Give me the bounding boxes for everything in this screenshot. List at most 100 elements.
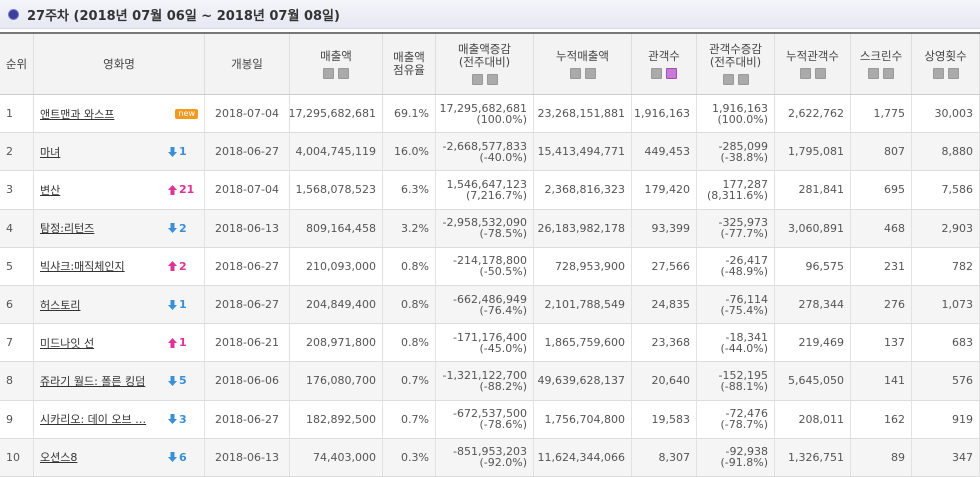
cell-shows: 576	[912, 362, 980, 400]
cell-audi: 19,583	[632, 400, 697, 438]
arrow-icon	[168, 452, 177, 463]
header-cell: 영화명	[34, 34, 205, 94]
title-bar: 27주차 (2018년 07월 06일 ~ 2018년 07월 08일)	[0, 0, 980, 29]
header-cell: 누적매출액	[534, 34, 632, 94]
sort-asc[interactable]	[799, 67, 811, 79]
sort-asc[interactable]	[471, 74, 483, 85]
cell-screens: 137	[851, 324, 912, 362]
cell-text: 204,849,400	[306, 298, 376, 312]
cell-rank: 9	[0, 400, 34, 438]
arrow-icon	[168, 299, 177, 310]
sort-buttons	[323, 67, 349, 79]
cell-title: 허스토리 1	[34, 285, 205, 324]
cell-text: 807	[884, 145, 905, 159]
cell-rank: 8	[0, 362, 34, 400]
movie-link[interactable]: 쥬라기 월드: 폴른 킹덤	[40, 374, 146, 388]
cell-title: 쥬라기 월드: 폴른 킹덤 5	[34, 362, 205, 400]
header-cell: 관객수증감 (전주대비)	[697, 34, 775, 94]
cell-sales: 182,892,500	[290, 400, 383, 438]
change-line: (-76.4%)	[479, 303, 528, 317]
cell-screens: 231	[851, 247, 912, 285]
cell-audi: 27,566	[632, 247, 697, 285]
sort-asc[interactable]	[868, 67, 879, 79]
rank-change-value: 5	[179, 374, 187, 388]
cell-audi-acc: 5,645,050	[775, 362, 851, 400]
movie-link[interactable]: 앤트맨과 와스프	[40, 107, 115, 121]
movie-link[interactable]: 미드나잇 선	[40, 336, 95, 350]
cell-text: 2,903	[941, 221, 974, 235]
rank-change-value: 1	[179, 298, 187, 312]
header-text: (전주대비)	[458, 55, 511, 69]
cell-text: 49,639,628,137	[537, 374, 625, 388]
change-line: (-38.8%)	[720, 150, 769, 164]
cell-rank: 1	[0, 95, 34, 133]
cell-text: 10	[6, 450, 20, 464]
cell-audi: 449,453	[632, 133, 697, 171]
cell-text: 3,060,891	[788, 221, 844, 235]
movie-link[interactable]: 탐정:리턴즈	[40, 222, 95, 236]
sort-desc[interactable]	[947, 67, 959, 79]
movie-link[interactable]: 시카리오: 데이 오브 …	[40, 413, 147, 427]
cell-text: 69.1%	[394, 107, 429, 121]
cell-open: 2018-06-27	[205, 133, 290, 171]
rank-change-value: 2	[179, 259, 187, 273]
cell-sales-change: -2,668,577,833 (-40.0%)	[436, 133, 534, 171]
sort-buttons	[722, 74, 749, 85]
rank-change: 3	[168, 413, 198, 426]
cell-text: 19,583	[651, 412, 691, 426]
cell-sales-acc: 26,183,982,178	[534, 209, 632, 247]
cell-shows: 1,073	[912, 285, 980, 324]
cell-text: 683	[952, 336, 973, 350]
cell-rank: 2	[0, 133, 34, 171]
sort-desc[interactable]	[584, 67, 596, 79]
cell-text: 2018-06-27	[215, 298, 279, 312]
cell-text: 2,101,788,549	[544, 298, 625, 312]
cell-audi-change: -26,417 (-48.9%)	[697, 247, 775, 285]
sort-desc[interactable]	[737, 74, 749, 85]
movie-link[interactable]: 마녀	[40, 145, 61, 159]
table-row: 10 오션스8 6 2018-06-13 74,403,000 0.3% -851,953,…	[0, 438, 980, 477]
sort-desc[interactable]	[814, 67, 826, 79]
cell-sales-acc: 2,368,816,323	[534, 171, 632, 209]
change-line: 177,287	[722, 177, 769, 191]
sort-asc[interactable]	[323, 67, 334, 79]
cell-text: 8,880	[941, 145, 974, 159]
cell-rank: 4	[0, 209, 34, 247]
cell-share: 0.7%	[383, 400, 436, 438]
sort-desc[interactable]	[486, 74, 498, 85]
movie-link[interactable]: 빅샤크:매직체인지	[40, 260, 125, 274]
arrow-icon	[168, 375, 177, 386]
sort-desc[interactable]	[666, 67, 677, 79]
arrow-icon	[168, 146, 177, 157]
sort-asc[interactable]	[722, 74, 734, 85]
cell-audi-change: -285,099 (-38.8%)	[697, 133, 775, 171]
cell-sales: 809,164,458	[290, 209, 383, 247]
cell-title: 마녀 1	[34, 133, 205, 171]
cell-screens: 807	[851, 133, 912, 171]
cell-sales: 74,403,000	[290, 438, 383, 476]
movie-link[interactable]: 허스토리	[40, 298, 81, 312]
change-line: (-88.2%)	[479, 379, 528, 393]
cell-rank: 10	[0, 438, 34, 476]
movie-link[interactable]: 변산	[40, 183, 61, 197]
movie-link[interactable]: 오션스8	[40, 451, 78, 465]
header-text: 관객수증감	[709, 42, 762, 56]
sort-buttons	[569, 67, 596, 79]
cell-text: 23,368	[651, 336, 691, 350]
cell-text: 1,775	[873, 107, 906, 121]
arrow-icon	[168, 261, 177, 272]
sort-desc[interactable]	[338, 67, 349, 79]
table-row: 1 앤트맨과 와스프 new 2018-07-04 17,295,682,681 69.1…	[0, 95, 980, 134]
cell-audi-acc: 208,011	[775, 400, 851, 438]
cell-text: 0.8%	[401, 259, 429, 273]
sort-asc[interactable]	[569, 67, 581, 79]
sort-asc[interactable]	[932, 67, 944, 79]
cell-open: 2018-06-13	[205, 438, 290, 476]
sort-asc[interactable]	[651, 67, 662, 79]
cell-text: 0.3%	[401, 450, 429, 464]
sort-desc[interactable]	[883, 67, 894, 79]
cell-share: 6.3%	[383, 171, 436, 209]
table-row: 4 탐정:리턴즈 2 2018-06-13 809,164,458 3.2% -2,958,…	[0, 209, 980, 248]
cell-title: 빅샤크:매직체인지 2	[34, 247, 205, 285]
table-row: 6 허스토리 1 2018-06-27 204,849,400 0.8% -662,486,…	[0, 285, 980, 325]
